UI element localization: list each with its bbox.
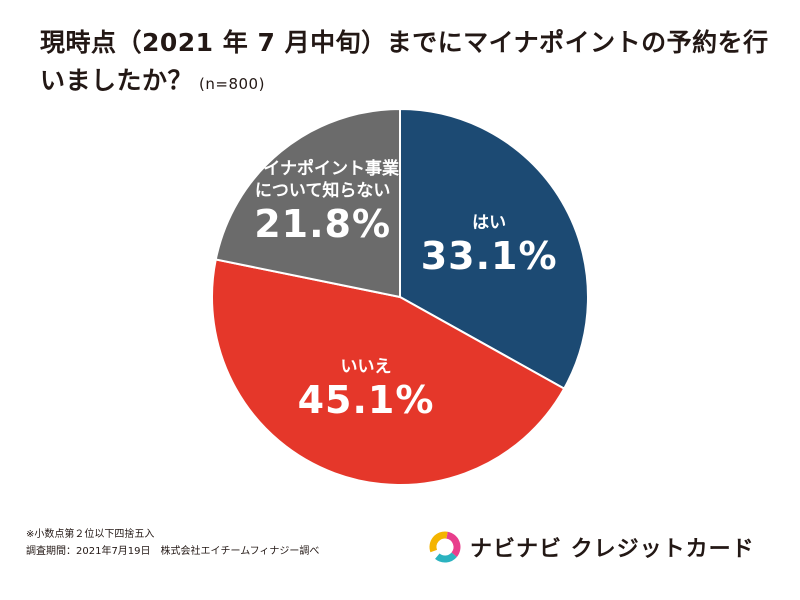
brand-mark-icon (429, 531, 461, 563)
rounding-note: ※小数点第２位以下四捨五入 (26, 529, 155, 540)
pie-slice-2 (214, 107, 401, 299)
chart-title-text: 現時点（2021 年 7 月中旬）までにマイナポイントの予約を行いましたか？ (40, 28, 769, 95)
footnotes: ※小数点第２位以下四捨五入 調査期間：2021年7月19日 株式会社エイチームフ… (26, 526, 319, 560)
slice-name-2-1: について知らない (254, 180, 391, 201)
slice-percent-1: 45.1% (297, 377, 435, 422)
slice-percent-2: 21.8% (254, 201, 392, 246)
slice-label-1: いいえ 45.1% (298, 356, 435, 422)
slice-name-0-0: はい (472, 212, 507, 233)
slice-name-2-0: マイナポイント事業 (246, 158, 399, 179)
slice-label-0: はい 33.1% (421, 212, 558, 278)
slice-percent-0: 33.1% (420, 233, 558, 278)
sample-size: (n=800) (199, 75, 265, 93)
pie-slice-1 (211, 258, 566, 486)
brand-name: ナビナビ クレジットカード (470, 537, 755, 562)
slice-name-1-0: いいえ (340, 356, 392, 377)
slice-label-2: マイナポイント事業 について知らない 21.8% (246, 158, 399, 246)
brand-logo: ナビナビ クレジットカード (428, 530, 755, 564)
chart-title: 現時点（2021 年 7 月中旬）までにマイナポイントの予約を行いましたか？ (n… (40, 24, 780, 103)
pie-slice-0 (399, 107, 589, 390)
survey-note: 調査期間：2021年7月19日 株式会社エイチームフィナジー調べ (26, 546, 320, 557)
